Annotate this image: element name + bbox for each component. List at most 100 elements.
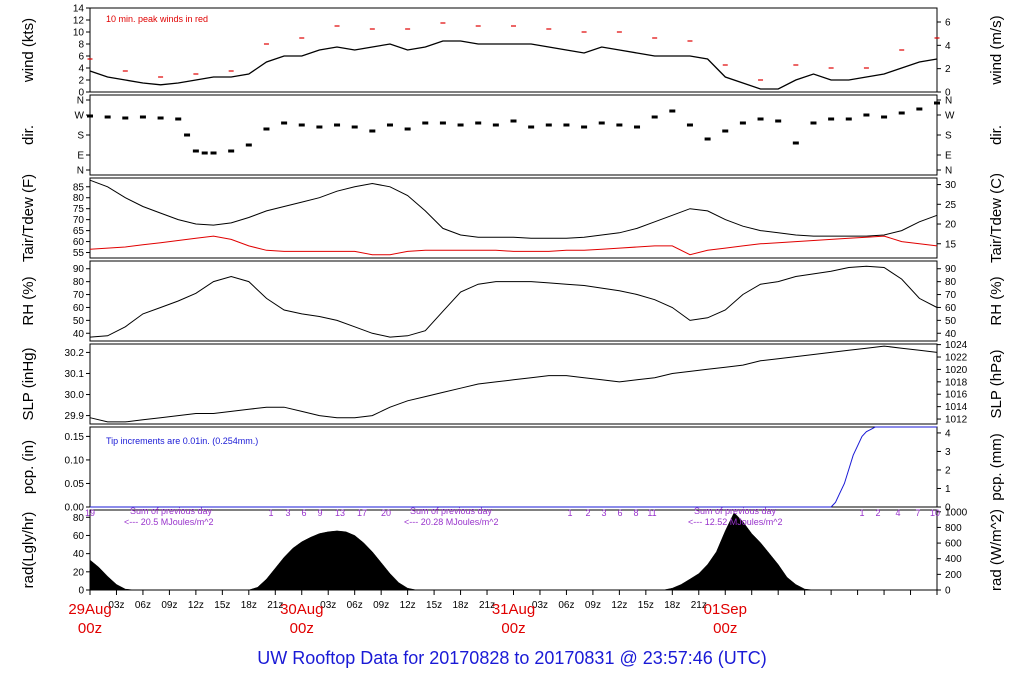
hour-mark: 11 <box>647 508 656 518</box>
hour-mark: 2 <box>585 508 590 518</box>
x-tick-label: 12z <box>611 600 627 611</box>
data-point <box>492 123 499 127</box>
data-point <box>87 114 93 118</box>
x-tick-label: 12z <box>188 600 204 611</box>
hour-mark: 4 <box>895 508 900 518</box>
y-tick-label: 70 <box>73 215 85 226</box>
data-point <box>104 115 111 119</box>
series-line <box>90 426 937 508</box>
data-point <box>369 129 376 133</box>
data-point <box>757 117 764 121</box>
y-tick-label-right: 3 <box>945 447 951 458</box>
y-tick-label: 75 <box>73 204 85 215</box>
hour-mark: 3 <box>601 508 606 518</box>
data-point <box>245 143 252 147</box>
y-axis-label-right: RH (%) <box>988 276 1005 325</box>
y-axis-label-right: Tair/Tdew (C) <box>988 173 1005 263</box>
x-tick-label: 03z <box>108 600 124 611</box>
y-tick-label-right: 1018 <box>945 377 968 388</box>
data-point <box>228 149 235 153</box>
data-point <box>192 149 199 153</box>
series-line <box>89 345 938 423</box>
hour-mark: 6 <box>301 508 306 518</box>
hour-mark: 1 <box>268 508 273 518</box>
y-tick-label: S <box>77 131 84 142</box>
y-tick-label-right: 2 <box>945 64 951 75</box>
hour-mark: 2 <box>875 508 880 518</box>
y-tick-label: 85 <box>73 182 85 193</box>
data-point <box>201 151 208 155</box>
y-tick-label-right: 400 <box>945 554 962 565</box>
data-point <box>934 101 940 105</box>
data-point <box>669 109 676 113</box>
y-tick-label-right: 800 <box>945 523 962 534</box>
data-point <box>298 123 305 127</box>
y-axis-label: dir. <box>20 125 37 145</box>
y-tick-label-right: 1024 <box>945 340 968 351</box>
panel-frame <box>89 509 938 591</box>
y-tick-label-right: 1022 <box>945 353 968 364</box>
x-tick-label: 18z <box>241 600 257 611</box>
x-axis: 03z 06z 09z 12z 15z 18z 21z 03z 06z 09z 12z 15z 18z 2… <box>68 590 938 637</box>
y-tick-label-right: 30 <box>945 180 957 191</box>
series-line <box>89 235 938 256</box>
data-point <box>881 115 888 119</box>
y-tick-label-right: 0 <box>945 586 951 597</box>
data-point <box>828 117 835 121</box>
y-tick-label-right: 60 <box>945 303 957 314</box>
panel-frame <box>89 177 938 259</box>
data-point <box>545 123 552 127</box>
x-tick-label: 21z <box>267 600 283 611</box>
data-point <box>598 121 605 125</box>
x-date-hour: 00z <box>290 620 314 637</box>
panel-frame <box>89 260 938 342</box>
y-tick-label: N <box>77 96 84 107</box>
y-axis-label: SLP (inHg) <box>20 347 37 420</box>
panel-6: 0.00 0.05 0.10 0.15 0 1 2 3 4 pcp. (in) pcp. (mm) T… <box>20 426 1005 514</box>
y-tick-label: 29.9 <box>65 411 85 422</box>
chart-caption: UW Rooftop Data for 20170828 to 20170831… <box>257 648 767 668</box>
y-tick-label-right: 90 <box>945 264 957 275</box>
y-tick-label: 30.1 <box>65 369 85 380</box>
y-tick-label: 60 <box>73 237 85 248</box>
hour-mark: 19 <box>85 508 95 518</box>
y-tick-label: 6 <box>78 52 84 63</box>
x-tick-label: 06z <box>558 600 574 611</box>
x-tick-label: 18z <box>664 600 680 611</box>
y-tick-label: 0.10 <box>65 455 85 466</box>
data-point <box>184 133 191 137</box>
data-point <box>898 111 905 115</box>
radiation-sum-label: Sum of previous day <box>130 506 213 516</box>
data-point <box>457 123 464 127</box>
radiation-sum-label: Sum of previous day <box>410 506 493 516</box>
x-date-hour: 00z <box>501 620 525 637</box>
y-tick-label: 2 <box>78 76 84 87</box>
y-tick-label-right: 4 <box>945 428 951 439</box>
x-tick-label: 15z <box>214 600 230 611</box>
y-axis-label: RH (%) <box>20 276 37 325</box>
series-line <box>89 265 938 338</box>
data-point <box>792 141 799 145</box>
y-tick-label: 4 <box>78 64 84 75</box>
x-tick-label: 15z <box>426 600 442 611</box>
y-tick-label-right: 50 <box>945 316 957 327</box>
y-axis-label: Tair/Tdew (F) <box>20 174 37 262</box>
hour-mark: 6 <box>617 508 622 518</box>
hour-mark: 1 <box>859 508 864 518</box>
y-tick-label-right: 200 <box>945 570 962 581</box>
y-tick-label: 0.00 <box>65 503 85 514</box>
data-point <box>845 117 852 121</box>
panel-frame <box>89 7 938 93</box>
y-tick-label: 40 <box>73 549 85 560</box>
x-tick-label: 18z <box>453 600 469 611</box>
data-point <box>722 129 729 133</box>
y-tick-label: 12 <box>73 16 85 27</box>
hour-mark: 8 <box>633 508 638 518</box>
y-tick-label-right: 40 <box>945 329 957 340</box>
radiation-sum-value: <--- 20.5 MJoules/m^2 <box>124 517 214 527</box>
x-tick-label: 12z <box>400 600 416 611</box>
series-line <box>89 40 938 90</box>
